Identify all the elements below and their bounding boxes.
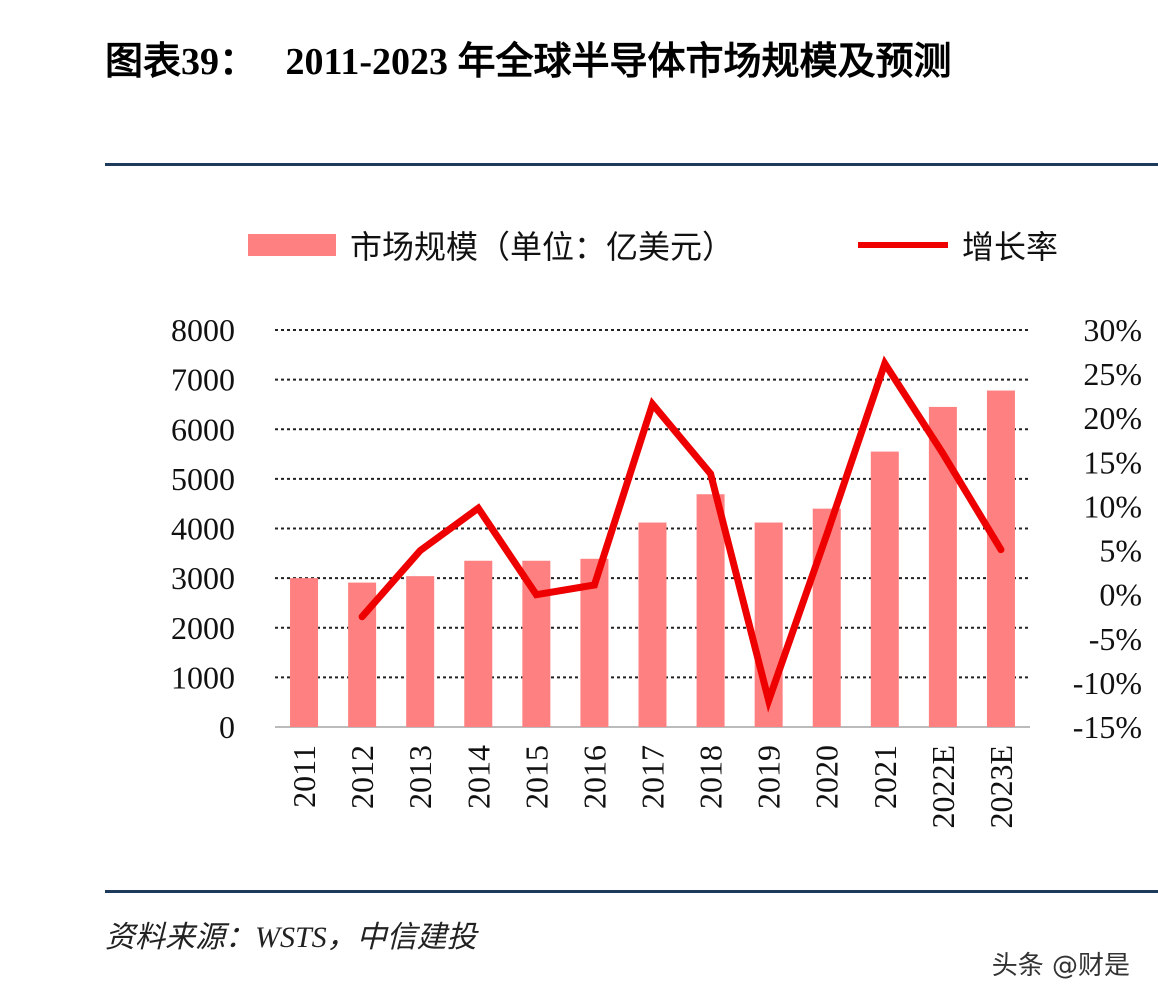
x-tick-label: 2011 (286, 745, 322, 808)
growth-rate-line (358, 355, 1005, 713)
x-tick-label: 2013 (402, 745, 438, 809)
right-tick-label: 25% (1083, 356, 1142, 392)
x-tick-label: 2020 (809, 745, 845, 809)
legend-label-bar: 市场规模（单位：亿美元） (350, 228, 735, 266)
x-tick-label: 2019 (751, 745, 787, 809)
x-tick-label: 2018 (693, 745, 729, 809)
right-tick-label: 10% (1083, 488, 1142, 524)
right-tick-label: 15% (1083, 444, 1142, 480)
legend-item-bar: 市场规模（单位：亿美元） (248, 222, 734, 268)
bar-2018 (696, 494, 725, 727)
left-tick-label: 5000 (171, 461, 235, 497)
right-tick-label: -5% (1089, 621, 1142, 657)
left-tick-label: 8000 (171, 312, 235, 348)
x-tick-label: 2022E (925, 745, 961, 829)
chart-plot: 0 1000 2000 3000 4000 5000 6000 7000 8000 -15% -10… (171, 312, 1142, 829)
bar-2023E (986, 390, 1015, 727)
x-tick-label: 2023E (983, 745, 1019, 829)
bar-2013 (406, 576, 435, 727)
right-tick-label: -15% (1073, 709, 1142, 745)
left-tick-label: 6000 (171, 411, 235, 447)
x-tick-label: 2012 (344, 745, 380, 809)
x-tick-label: 2015 (518, 745, 554, 809)
x-tick-label: 2017 (635, 745, 671, 809)
left-tick-label: 0 (219, 709, 235, 745)
bar-2014 (464, 560, 493, 727)
left-tick-label: 3000 (171, 560, 235, 596)
left-tick-label: 1000 (171, 659, 235, 695)
x-tick-label: 2016 (576, 745, 612, 809)
legend-item-line: 增长率 (858, 222, 1058, 268)
left-tick-label: 4000 (171, 511, 235, 547)
top-divider (105, 163, 1158, 166)
bar-2017 (638, 522, 667, 727)
x-tick-label: 2014 (460, 745, 496, 809)
bottom-divider (105, 890, 1158, 893)
right-tick-label: 5% (1099, 533, 1142, 569)
legend-swatch-bar (248, 234, 336, 256)
left-tick-label: 7000 (171, 362, 235, 398)
chart-title: 图表39： 2011-2023 年全球半导体市场规模及预测 (105, 41, 952, 83)
source-note: 资料来源：WSTS，中信建投 (105, 921, 477, 954)
left-tick-label: 2000 (171, 610, 235, 646)
bar-2021 (870, 451, 899, 727)
watermark: 头条 @财是 (991, 951, 1130, 981)
right-tick-label: 20% (1083, 400, 1142, 436)
right-tick-label: 30% (1083, 312, 1142, 348)
right-tick-label: -10% (1073, 665, 1142, 701)
legend-swatch-line (858, 242, 948, 248)
legend-label-line: 增长率 (962, 228, 1059, 266)
right-tick-label: 0% (1099, 577, 1142, 613)
bar-2011 (290, 578, 319, 727)
x-tick-label: 2021 (867, 745, 903, 809)
